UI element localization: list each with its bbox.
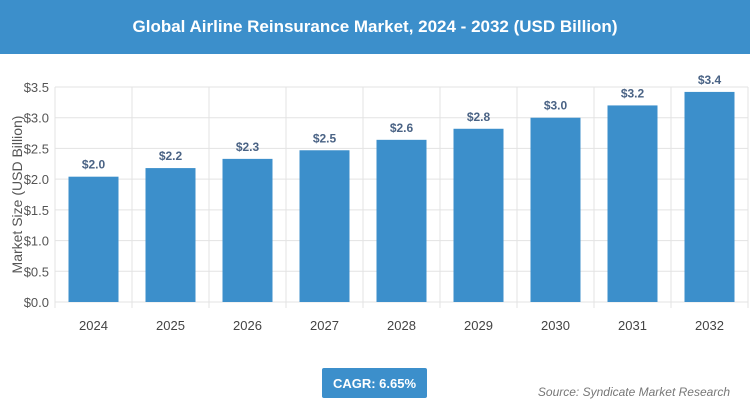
data-label: $3.0 [544,99,568,113]
y-axis-label: Market Size (USD Billion) [9,116,25,274]
bar-2031 [607,105,658,302]
y-tick-label: $3.5 [24,80,49,95]
data-label: $2.3 [236,140,260,154]
data-label: $2.0 [82,158,106,172]
y-tick-label: $3.0 [24,111,49,126]
y-tick-label: $0.5 [24,264,49,279]
cagr-badge: CAGR: 6.65% [322,368,427,398]
x-tick-label: 2029 [464,318,493,333]
bar-2028 [376,139,427,302]
data-label: $2.8 [467,110,491,124]
data-label: $2.6 [390,121,414,135]
y-tick-label: $1.5 [24,203,49,218]
bar-2025 [145,168,196,302]
bar-2027 [299,150,350,302]
x-tick-label: 2026 [233,318,262,333]
bar-2032 [684,91,735,302]
data-label: $2.5 [313,131,337,145]
data-label: $2.2 [159,149,183,163]
bar-2026 [222,158,273,302]
data-label: $3.2 [621,86,645,100]
bar-chart: $0.0 $0.5 $1.0 $1.5 $2.0 $2.5 $3.0 $3.5 $2.0 2024… [9,73,749,333]
x-tick-label: 2025 [156,318,185,333]
y-tick-label: $2.5 [24,141,49,156]
x-tick-label: 2027 [310,318,339,333]
y-tick-label: $1.0 [24,234,49,249]
x-tick-label: 2031 [618,318,647,333]
x-tick-label: 2030 [541,318,570,333]
x-tick-label: 2028 [387,318,416,333]
chart-title: Global Airline Reinsurance Market, 2024 … [0,0,750,54]
y-tick-label: $2.0 [24,172,49,187]
y-tick-label: $0.0 [24,295,49,310]
source-note: Source: Syndicate Market Research [537,385,730,399]
bar-2029 [453,128,504,302]
x-tick-label: 2024 [79,318,108,333]
bar-2024 [68,176,119,302]
x-tick-label: 2032 [695,318,724,333]
bar-2030 [530,117,581,302]
data-label: $3.4 [698,73,722,87]
